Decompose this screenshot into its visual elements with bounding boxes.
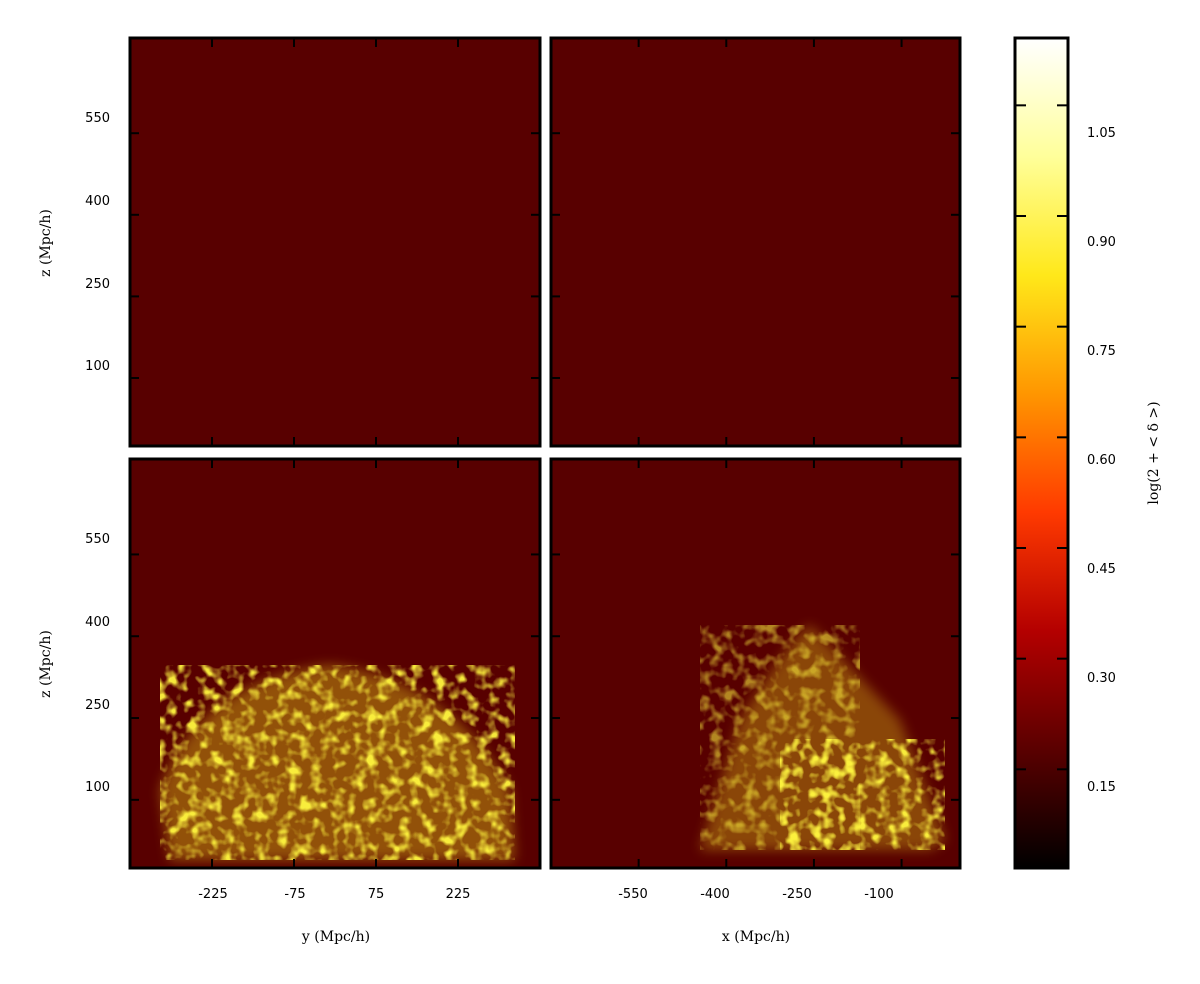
- y-axis-label-top: z (Mpc/h): [38, 209, 54, 277]
- colorbar-tick-label: 0.90: [1087, 235, 1116, 250]
- x-tick-label: -225: [198, 887, 228, 902]
- overlay-clumps-right: [700, 625, 945, 850]
- y-tick-label: 400: [85, 194, 110, 209]
- colorbar-tick-label: 0.30: [1087, 671, 1116, 686]
- colorbar-ticks: [1015, 104, 1068, 771]
- panel-bottom-left: [130, 459, 540, 868]
- colorbar-tick-label: 1.05: [1087, 126, 1116, 141]
- colorbar-gradient: [1015, 38, 1068, 868]
- panel-top-right: [551, 38, 960, 446]
- frame-bottom-right: [549, 457, 962, 870]
- panel-bottom-right: [551, 459, 960, 868]
- y-axis-label-bottom: z (Mpc/h): [38, 630, 54, 698]
- colorbar-tick-label: 0.45: [1087, 562, 1116, 577]
- y-tick-label: 550: [85, 111, 110, 126]
- colorbar-label: log(2 + < δ >): [1146, 401, 1162, 504]
- y-tick-label: 250: [85, 698, 110, 713]
- x-tick-label: -75: [284, 887, 305, 902]
- y-tick-label: 100: [85, 780, 110, 795]
- frame-top-right: [549, 36, 962, 448]
- overlay-clumps-left: [160, 665, 515, 860]
- colorbar-tick-label: 0.60: [1087, 453, 1116, 468]
- y-tick-label: 400: [85, 615, 110, 630]
- y-tick-labels-bottom: 550 400 250 100: [85, 532, 110, 795]
- y-tick-labels-top: 550 400 250 100: [85, 111, 110, 374]
- x-tick-labels-right: -550 -400 -250 -100: [618, 887, 894, 902]
- colorbar: 1.05 0.90 0.75 0.60 0.45 0.30 0.15 log(2…: [1013, 36, 1162, 870]
- colorbar-tick-label: 0.15: [1087, 780, 1116, 795]
- panel-top-left: [130, 38, 540, 446]
- x-tick-label: 225: [446, 887, 471, 902]
- x-tick-label: 75: [368, 887, 385, 902]
- tick-marks: [130, 38, 960, 868]
- colorbar-frame: [1013, 36, 1070, 870]
- x-axis-label-right: x (Mpc/h): [722, 929, 790, 945]
- x-tick-labels-left: -225 -75 75 225: [198, 887, 470, 902]
- frame-top-left: [128, 36, 542, 448]
- x-axis-label-left: y (Mpc/h): [301, 929, 370, 945]
- y-tick-label: 550: [85, 532, 110, 547]
- x-tick-label: -550: [618, 887, 648, 902]
- y-tick-label: 100: [85, 359, 110, 374]
- x-tick-label: -250: [782, 887, 812, 902]
- frame-bottom-left: [128, 457, 542, 870]
- colorbar-tick-label: 0.75: [1087, 344, 1116, 359]
- y-tick-label: 250: [85, 277, 110, 292]
- x-tick-label: -100: [864, 887, 894, 902]
- x-tick-label: -400: [700, 887, 730, 902]
